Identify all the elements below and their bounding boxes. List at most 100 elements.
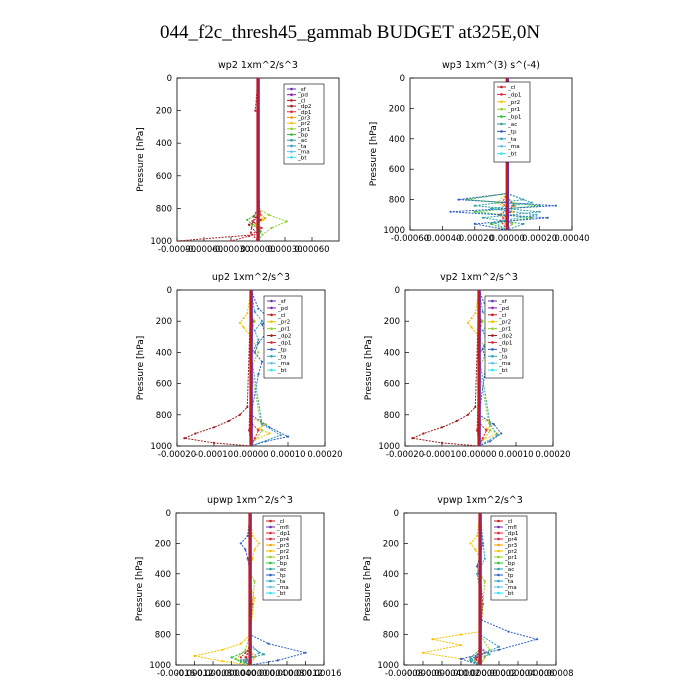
series-point (221, 648, 224, 651)
x-tick-label: -0.00060 (391, 234, 429, 244)
legend-marker (269, 531, 272, 535)
x-tick-label: -0.00002 (442, 669, 480, 679)
y-tick-label: 200 (384, 317, 400, 327)
series-point (500, 432, 503, 435)
y-tick-label: 0 (395, 286, 400, 296)
x-tick-label: 0.00010 (270, 450, 305, 460)
series-point (474, 405, 477, 409)
panel-title: vpwp 1xm^2/s^3 (437, 495, 523, 506)
y-tick-label: 800 (155, 631, 171, 641)
legend-marker (500, 144, 503, 148)
x-tick-label: 0.00006 (519, 669, 554, 679)
legend-label: _cl (276, 519, 285, 525)
series-point (258, 542, 261, 545)
y-axis-label: Pressure [hPa] (363, 557, 373, 622)
legend-label: _sf (297, 87, 307, 93)
legend-marker (500, 137, 503, 141)
legend-label: _bt (498, 368, 508, 374)
series-group (193, 513, 308, 665)
legend-marker (269, 549, 272, 553)
legend-label: _dp1 (507, 92, 522, 98)
series-point (538, 210, 541, 213)
series-point (481, 329, 484, 332)
legend-label: _sf (498, 299, 508, 305)
legend-marker (269, 567, 272, 571)
legend-label: _cl (498, 313, 507, 319)
panel-2: wp3 1xm^(3) s^(-4) Pressure [hPa] 0 200 400 6… (369, 60, 590, 244)
series-point (254, 109, 257, 112)
x-tick-label: -0.00020 (386, 450, 424, 460)
series-line-dp2 (410, 290, 480, 446)
series-point (488, 653, 491, 656)
series-point (257, 429, 260, 432)
y-tick-label: 200 (383, 539, 399, 549)
series-point (246, 534, 249, 537)
legend-label: _dp1 (498, 340, 513, 346)
legend-marker (491, 354, 494, 358)
series-point (257, 341, 260, 345)
series-point (227, 419, 230, 423)
series-point (459, 633, 463, 636)
series-line-dp2 (182, 290, 252, 446)
series-point (469, 542, 472, 545)
legend-label: _dp2 (498, 334, 512, 340)
legend-marker (491, 361, 494, 365)
series-point (459, 657, 463, 661)
x-tick-label: 0.00000 (232, 669, 267, 679)
series-point (546, 216, 549, 219)
y-tick-label: 1000 (378, 442, 400, 452)
legend-marker (290, 150, 293, 153)
series-point (474, 312, 477, 315)
y-tick-label: 1000 (150, 237, 172, 247)
panel-title: wp3 1xm^(3) s^(-4) (442, 60, 540, 71)
series-point (481, 216, 484, 219)
legend-label: _dp1 (277, 340, 292, 346)
legend-label: _ac (507, 122, 517, 128)
series-point (253, 320, 256, 323)
legend-label: _pd (297, 93, 308, 99)
series-point (476, 534, 479, 537)
legend-label: _ta (498, 354, 507, 360)
series-line-pr1 (257, 78, 289, 241)
series-point (267, 213, 270, 216)
x-tick-label: 0.00000 (461, 450, 496, 460)
series-point (473, 222, 476, 225)
series-point (246, 312, 249, 315)
legend-marker (270, 320, 273, 324)
legend-label: _pr2 (277, 320, 290, 326)
panel-1: wp2 1xm^2/s^3 Pressure [hPa] 0 200 400 600 800… (136, 60, 340, 255)
legend-label: _ta (277, 354, 286, 360)
series-point (476, 572, 479, 575)
legend-label: _bp (297, 133, 308, 139)
series-line-pr2 (194, 513, 260, 665)
legend-label: _bp (504, 561, 515, 567)
y-tick-label: 200 (155, 539, 171, 549)
series-point (259, 230, 262, 233)
series-point (270, 226, 273, 230)
y-tick-label: 1000 (383, 226, 405, 236)
series-point (268, 432, 271, 435)
legend-label: _sf (277, 299, 287, 305)
panel-4: vp2 1xm^2/s^3 Pressure [hPa] 0 200 400 600 800… (364, 272, 571, 460)
y-axis-label: Pressure [hPa] (136, 336, 146, 401)
series-point (535, 638, 539, 641)
series-point (239, 542, 242, 545)
legend-label: _tp (504, 573, 514, 579)
y-tick-label: 600 (384, 380, 400, 390)
legend-label: _pr1 (498, 327, 512, 333)
x-tick-label: -0.00020 (456, 234, 494, 244)
legend-marker (500, 85, 503, 89)
legend-label: _pr1 (277, 327, 291, 333)
series-point (466, 321, 469, 324)
x-tick-label: -0.00010 (423, 450, 461, 460)
y-axis-label: Pressure [hPa] (364, 336, 374, 401)
legend-label: _bt (277, 368, 287, 374)
legend: _cl_mfl_dp1_pr4_pr3_pr2_pr1_bp_ac_tp_ta_… (262, 515, 302, 601)
series-point (497, 645, 501, 648)
legend-marker (491, 334, 494, 337)
y-tick-label: 600 (155, 600, 171, 610)
series-point (264, 217, 267, 220)
series-point (473, 210, 476, 213)
legend-label: _dp2 (277, 334, 291, 340)
series-point (276, 659, 279, 662)
